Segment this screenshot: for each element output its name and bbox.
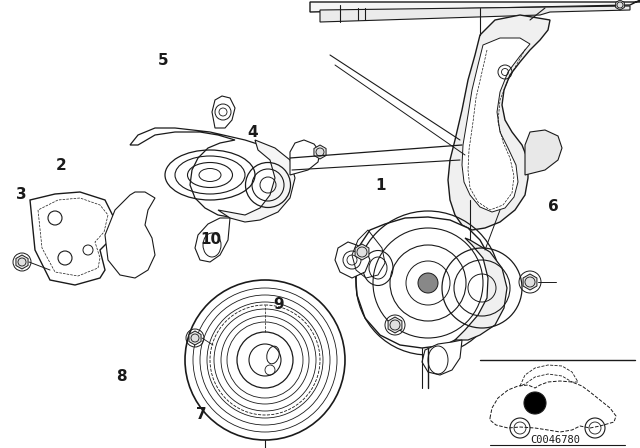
Polygon shape xyxy=(355,217,493,348)
Polygon shape xyxy=(310,0,640,12)
Text: 4: 4 xyxy=(248,125,258,140)
Polygon shape xyxy=(314,145,326,159)
Text: 2: 2 xyxy=(56,158,66,173)
Polygon shape xyxy=(523,274,537,290)
Polygon shape xyxy=(30,192,115,285)
Polygon shape xyxy=(335,242,370,278)
Polygon shape xyxy=(422,340,462,375)
Polygon shape xyxy=(388,317,402,333)
Polygon shape xyxy=(455,238,507,340)
Circle shape xyxy=(418,273,438,293)
Polygon shape xyxy=(218,140,295,222)
Polygon shape xyxy=(195,218,230,262)
Polygon shape xyxy=(189,331,201,345)
Polygon shape xyxy=(320,6,630,22)
Text: 5: 5 xyxy=(158,53,168,68)
Text: 9: 9 xyxy=(273,297,284,312)
Polygon shape xyxy=(462,38,530,212)
Text: 6: 6 xyxy=(548,198,559,214)
Text: 8: 8 xyxy=(116,369,127,384)
Polygon shape xyxy=(448,15,550,230)
Polygon shape xyxy=(105,192,155,278)
Polygon shape xyxy=(616,0,625,10)
Polygon shape xyxy=(525,130,562,175)
Polygon shape xyxy=(130,128,290,218)
Text: 3: 3 xyxy=(16,187,26,202)
Text: 1: 1 xyxy=(376,178,386,194)
Text: 7: 7 xyxy=(196,407,207,422)
Text: C0046780: C0046780 xyxy=(530,435,580,445)
Polygon shape xyxy=(290,140,320,175)
Polygon shape xyxy=(16,255,28,269)
Polygon shape xyxy=(355,244,369,260)
Polygon shape xyxy=(212,96,235,128)
Text: 10: 10 xyxy=(200,232,222,247)
Circle shape xyxy=(524,392,546,414)
